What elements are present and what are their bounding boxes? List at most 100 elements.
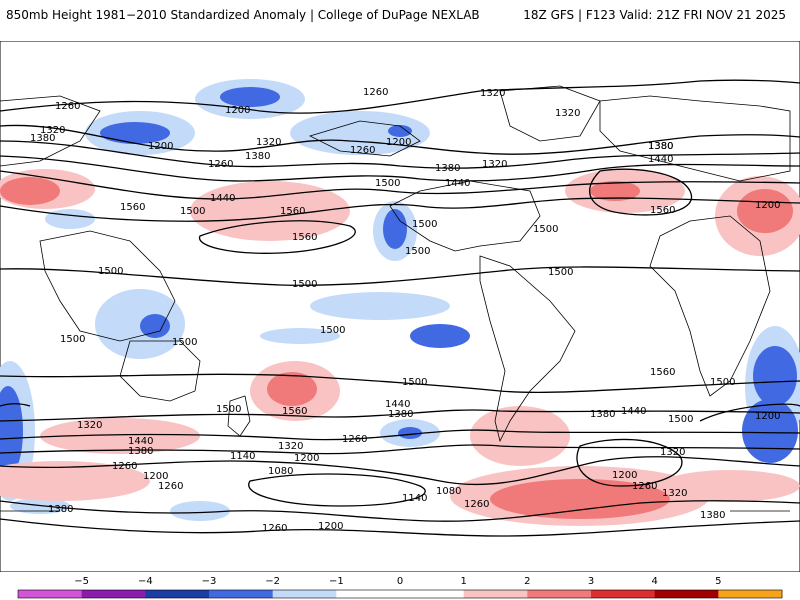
contour-label: 1500 xyxy=(412,219,437,230)
legend-swatch xyxy=(336,590,401,598)
contour-label: 1200 xyxy=(612,470,637,481)
contour-label: 1380 xyxy=(30,133,55,144)
legend-ticks: −5 −4 −3 −2 −1 0 1 2 3 4 5 xyxy=(74,576,721,587)
header-bar: 850mb Height 1981−2010 Standardized Anom… xyxy=(0,0,800,40)
legend-swatch xyxy=(527,590,592,598)
height-contours xyxy=(0,79,800,537)
anomaly-map: 1260 1200 1320 1380 1200 1320 1380 1260 … xyxy=(0,41,800,572)
contour-label: 1260 xyxy=(158,481,183,492)
contour-label: 1320 xyxy=(482,159,507,170)
contour-label: 1320 xyxy=(256,137,281,148)
contour-label: 1200 xyxy=(318,521,343,532)
contour-label: 1200 xyxy=(148,141,173,152)
legend-swatch xyxy=(718,590,783,598)
contour-label: 1500 xyxy=(216,404,241,415)
contour-label: 1440 xyxy=(648,154,673,165)
contour-label: 1200 xyxy=(143,471,168,482)
contour-label: 1260 xyxy=(208,159,233,170)
map-title: 850mb Height 1981−2010 Standardized Anom… xyxy=(6,8,480,22)
contour-label: 1320 xyxy=(77,420,102,431)
contour-label: 1500 xyxy=(375,178,400,189)
contour-label: 1440 xyxy=(445,178,470,189)
legend-swatch xyxy=(81,590,146,598)
contour-label: 1200 xyxy=(755,200,780,211)
legend-tick-label: −3 xyxy=(202,576,217,587)
contour-label: 1500 xyxy=(172,337,197,348)
contour-label: 1080 xyxy=(436,486,461,497)
legend-tick-label: 5 xyxy=(715,576,721,587)
legend-swatch xyxy=(209,590,274,598)
legend-swatch xyxy=(145,590,210,598)
contour-label: 1140 xyxy=(402,493,427,504)
contour-label: 1500 xyxy=(405,246,430,257)
contour-label: 1560 xyxy=(282,406,307,417)
contour-label: 1080 xyxy=(268,466,293,477)
contour-label: 1380 xyxy=(590,409,615,420)
legend-swatch xyxy=(654,590,719,598)
contour-label: 1560 xyxy=(120,202,145,213)
contour-label: 1140 xyxy=(230,451,255,462)
legend-tick-label: 1 xyxy=(460,576,466,587)
contour-label: 1320 xyxy=(40,125,65,136)
contour-label: 1260 xyxy=(464,499,489,510)
contour-label: 1260 xyxy=(350,145,375,156)
legend-swatch xyxy=(591,590,656,598)
contour-label: 1500 xyxy=(292,279,317,290)
contour-label: 1320 xyxy=(278,441,303,452)
contour-label: 1200 xyxy=(755,411,780,422)
contour-labels: 1260 1200 1320 1380 1200 1320 1380 1260 … xyxy=(30,87,780,534)
legend-tick-label: 2 xyxy=(524,576,530,587)
legend-bar xyxy=(17,589,783,599)
legend-tick-label: 0 xyxy=(397,576,403,587)
legend-tick-label: −2 xyxy=(265,576,280,587)
legend-tick-label: −1 xyxy=(329,576,344,587)
contour-label: 1500 xyxy=(402,377,427,388)
contour-label: 1380 xyxy=(648,141,673,152)
contour-label: 1560 xyxy=(650,367,675,378)
contour-label: 1320 xyxy=(555,108,580,119)
contour-label: 1380 xyxy=(648,141,673,152)
legend-tick-label: 4 xyxy=(651,576,657,587)
legend-tick-label: 3 xyxy=(588,576,594,587)
contour-label: 1260 xyxy=(112,461,137,472)
legend-swatch xyxy=(18,590,83,598)
contour-label: 1560 xyxy=(292,232,317,243)
contour-label: 1500 xyxy=(710,377,735,388)
contour-label: 1500 xyxy=(533,224,558,235)
contour-label: 1260 xyxy=(342,434,367,445)
contour-label: 1260 xyxy=(262,523,287,534)
contour-label: 1320 xyxy=(480,88,505,99)
legend-swatch xyxy=(463,590,528,598)
contour-label: 1500 xyxy=(98,266,123,277)
legend-swatch xyxy=(400,590,465,598)
coastlines xyxy=(0,85,791,512)
legend-swatch xyxy=(272,590,337,598)
contour-label: 1200 xyxy=(294,453,319,464)
contour-label: 1200 xyxy=(386,137,411,148)
contour-label: 1380 xyxy=(388,409,413,420)
contour-label: 1260 xyxy=(632,481,657,492)
contour-label: 1440 xyxy=(621,406,646,417)
contour-label: 1380 xyxy=(700,510,725,521)
model-run-info: 18Z GFS | F123 Valid: 21Z FRI NOV 21 202… xyxy=(523,8,786,22)
contour-label: 1500 xyxy=(548,267,573,278)
contour-label: 1380 xyxy=(48,504,73,515)
contour-label: 1440 xyxy=(385,399,410,410)
color-scale-legend: −5 −4 −3 −2 −1 0 1 2 3 4 5 xyxy=(17,576,783,599)
contour-label: 1380 xyxy=(435,163,460,174)
contour-label: 1440 xyxy=(210,193,235,204)
contour-label: 1500 xyxy=(320,325,345,336)
contour-label: 1320 xyxy=(660,447,685,458)
contour-label: 1320 xyxy=(662,488,687,499)
contour-label: 1260 xyxy=(363,87,388,98)
contour-label: 1440 xyxy=(128,436,153,447)
contour-label: 1380 xyxy=(245,151,270,162)
contour-label: 1500 xyxy=(60,334,85,345)
contour-label: 1500 xyxy=(668,414,693,425)
contour-label: 1200 xyxy=(225,105,250,116)
contour-label: 1560 xyxy=(280,206,305,217)
contour-label: 1560 xyxy=(650,205,675,216)
legend-tick-label: −4 xyxy=(138,576,153,587)
legend-outline xyxy=(17,589,783,599)
legend-tick-label: −5 xyxy=(74,576,89,587)
